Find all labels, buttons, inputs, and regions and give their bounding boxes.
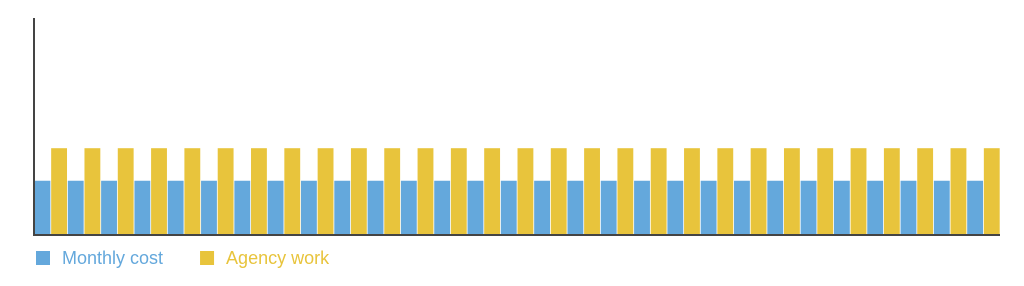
bar xyxy=(134,180,151,235)
bar xyxy=(734,180,750,235)
bar xyxy=(400,180,417,235)
bar xyxy=(184,148,201,235)
bar xyxy=(517,148,534,235)
bar xyxy=(967,180,984,235)
bar xyxy=(500,180,517,235)
bar xyxy=(467,180,484,235)
bar xyxy=(900,180,917,235)
bar xyxy=(783,148,800,235)
bar xyxy=(417,148,434,235)
bar xyxy=(717,148,734,235)
bar xyxy=(684,148,700,235)
bar xyxy=(950,148,967,235)
bar xyxy=(201,180,217,235)
bar xyxy=(850,148,867,235)
bar xyxy=(750,148,767,235)
bar xyxy=(567,180,584,235)
bar xyxy=(767,180,784,235)
bar xyxy=(983,148,1000,235)
bar xyxy=(317,148,334,235)
legend-label: Monthly cost xyxy=(62,248,163,268)
bar xyxy=(334,180,351,235)
bar xyxy=(350,148,367,235)
bar xyxy=(833,180,850,235)
bar xyxy=(267,180,284,235)
bar xyxy=(167,180,184,235)
bar xyxy=(101,180,117,235)
bar xyxy=(600,180,617,235)
bar xyxy=(367,180,384,235)
bar xyxy=(700,180,717,235)
bar xyxy=(117,148,134,235)
bar xyxy=(384,148,401,235)
legend-label: Agency work xyxy=(226,248,330,268)
bar xyxy=(151,148,167,235)
bar xyxy=(917,148,934,235)
bar xyxy=(933,180,950,235)
bar xyxy=(251,148,267,235)
bar xyxy=(634,180,650,235)
legend-swatch xyxy=(200,251,215,265)
legend-swatch xyxy=(36,251,50,265)
bar xyxy=(650,148,667,235)
bar xyxy=(484,148,501,235)
bar xyxy=(584,148,600,235)
bar xyxy=(34,180,51,235)
bar xyxy=(67,180,84,235)
bar xyxy=(51,148,68,235)
bar xyxy=(217,148,234,235)
bar xyxy=(550,148,567,235)
bar xyxy=(883,148,900,235)
bar xyxy=(300,180,317,235)
bar xyxy=(434,180,451,235)
bar xyxy=(617,148,634,235)
bar xyxy=(534,180,551,235)
bar xyxy=(234,180,251,235)
bar xyxy=(667,180,684,235)
bar xyxy=(450,148,467,235)
bar xyxy=(867,180,884,235)
bar xyxy=(800,180,817,235)
bar xyxy=(84,148,101,235)
bar xyxy=(284,148,301,235)
bar xyxy=(817,148,834,235)
